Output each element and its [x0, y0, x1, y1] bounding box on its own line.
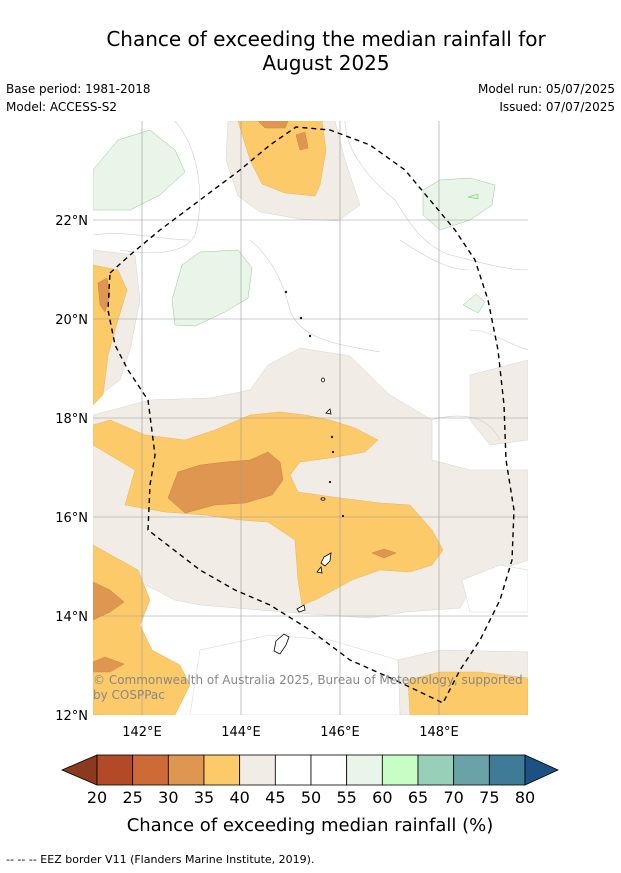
dark-orange-top — [257, 121, 289, 129]
base-period: Base period: 1981-2018 — [6, 82, 151, 96]
colorbar-segment — [417, 754, 455, 786]
graticule — [93, 121, 528, 715]
copyright-line-2: by COSPPac — [93, 688, 165, 702]
copyright-line-1: © Commonwealth of Australia 2025, Bureau… — [93, 673, 523, 687]
latitude-labels: 22°N 20°N 18°N 16°N 14°N 12°N — [55, 214, 88, 724]
dark-orange-central — [167, 451, 284, 514]
lon-label: 146°E — [320, 725, 360, 740]
orange-region-southwest — [93, 544, 191, 715]
colorbar — [60, 754, 559, 786]
colorbar-segment — [96, 754, 134, 786]
rainfall-probability-field — [93, 121, 528, 715]
lon-label: 148°E — [419, 725, 459, 740]
dark-orange-top-spot — [295, 131, 309, 151]
colorbar-segment — [239, 754, 276, 786]
white-gap-east — [461, 564, 528, 613]
colorbar-tick-label: 60 — [372, 788, 392, 807]
map-title: Chance of exceeding the median rainfall … — [0, 27, 621, 75]
lat-label: 22°N — [55, 214, 88, 229]
island-outlines — [273, 290, 345, 655]
meta-left: Base period: 1981-2018 Model: ACCESS-S2 — [6, 80, 151, 116]
lat-label: 12°N — [55, 709, 88, 724]
colorbar-tick-labels: 20 25 30 35 40 45 50 55 60 65 70 75 80 — [87, 788, 535, 807]
beige-band-east — [469, 359, 528, 446]
colorbar-segment — [381, 754, 419, 786]
dark-orange-southeast-spot — [371, 548, 397, 559]
colorbar-tick-label: 65 — [408, 788, 428, 807]
eez-legend-note: -- -- -- EEZ border V11 (Flanders Marine… — [6, 853, 315, 866]
white-gap-south — [189, 634, 401, 715]
meta-right: Model run: 05/07/2025 Issued: 07/07/2025 — [478, 80, 615, 116]
orange-region-central — [93, 411, 444, 606]
longitude-labels: 142°E 144°E 146°E 148°E — [122, 725, 459, 740]
colorbar-segment — [488, 754, 526, 786]
dark-orange-southwest-1 — [93, 581, 125, 621]
colorbar-segment — [310, 754, 348, 786]
colorbar-extend-low — [60, 754, 98, 786]
colorbar-tick-label: 35 — [194, 788, 214, 807]
lat-label: 20°N — [55, 313, 88, 328]
model-run: Model run: 05/07/2025 — [477, 82, 615, 96]
colorbar-segment — [453, 754, 490, 786]
colorbar-tick-label: 50 — [301, 788, 321, 807]
colorbar-tick-label: 20 — [87, 788, 107, 807]
green-region-tiny — [467, 193, 479, 200]
colorbar-segment — [203, 754, 241, 786]
colorbar-segment — [132, 754, 169, 786]
green-region-northwest — [93, 129, 186, 211]
colorbar-tick-label: 80 — [515, 788, 535, 807]
colorbar-segment — [274, 754, 312, 786]
contour-lines — [93, 121, 528, 441]
colorbar-tick-label: 55 — [336, 788, 356, 807]
colorbar-tick-label: 70 — [443, 788, 463, 807]
issued-date: Issued: 07/07/2025 — [499, 100, 615, 114]
orange-region-southeast — [407, 671, 528, 715]
colorbar-segment — [346, 754, 383, 786]
colorbar-tick-label: 45 — [265, 788, 285, 807]
colorbar-extend-high — [524, 754, 559, 786]
eez-border — [107, 126, 515, 704]
colorbar-title: Chance of exceeding median rainfall (%) — [127, 815, 494, 836]
model-name: Model: ACCESS-S2 — [6, 100, 118, 114]
title-line-2: August 2025 — [262, 51, 390, 75]
lat-label: 18°N — [55, 412, 88, 427]
lat-label: 14°N — [55, 610, 88, 625]
lon-label: 142°E — [122, 725, 162, 740]
green-region-center — [171, 249, 253, 327]
colorbar-tick-label: 75 — [479, 788, 499, 807]
green-region-east-spot — [462, 293, 486, 314]
title-line-1: Chance of exceeding the median rainfall … — [106, 27, 546, 51]
lon-label: 144°E — [221, 725, 261, 740]
colorbar-tick-label: 40 — [229, 788, 249, 807]
colorbar-segment — [167, 754, 205, 786]
lat-label: 16°N — [55, 511, 88, 526]
dark-orange-west — [97, 277, 111, 313]
dark-orange-southwest-2 — [93, 656, 125, 673]
guam-island — [273, 633, 290, 655]
colorbar-tick-label: 25 — [122, 788, 142, 807]
colorbar-tick-label: 30 — [158, 788, 178, 807]
